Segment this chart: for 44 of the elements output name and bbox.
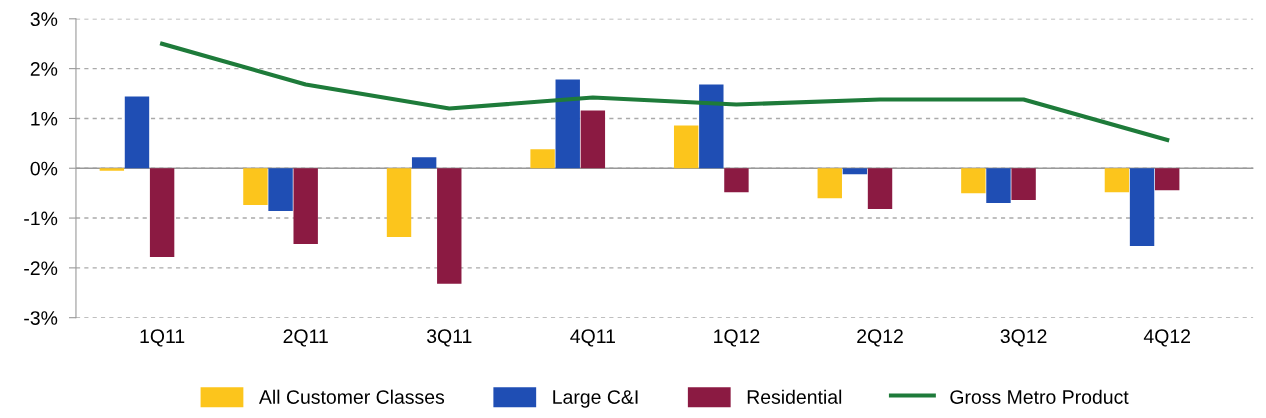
bar xyxy=(1011,168,1036,201)
bar xyxy=(986,168,1011,204)
bar xyxy=(411,157,437,169)
bar xyxy=(817,168,842,199)
legend-label: Residential xyxy=(747,389,842,404)
bar xyxy=(842,168,868,175)
bar xyxy=(530,149,555,169)
bar xyxy=(673,125,699,169)
bar xyxy=(149,168,175,257)
x-tick-label: 4Q12 xyxy=(1143,329,1190,347)
bar xyxy=(961,168,986,194)
bar xyxy=(293,168,318,244)
x-tick-label: 3Q11 xyxy=(426,329,472,347)
y-tick-label: -1% xyxy=(24,211,58,226)
y-tick-label: -2% xyxy=(24,261,58,276)
legend-label: Large C&I xyxy=(553,390,638,408)
bar xyxy=(268,168,293,212)
bar xyxy=(1104,168,1130,193)
bar xyxy=(867,168,893,210)
bar xyxy=(1154,168,1180,191)
line-series xyxy=(160,41,1170,142)
bar xyxy=(724,168,749,193)
x-tick-label: 1Q12 xyxy=(714,329,760,347)
bar xyxy=(580,110,606,169)
y-tick-label: 1% xyxy=(31,111,58,126)
bar xyxy=(1129,168,1155,246)
bar xyxy=(386,168,412,237)
x-tick-label: 1Q11 xyxy=(140,329,185,347)
bar xyxy=(99,168,125,171)
x-tick-label: 2Q11 xyxy=(283,329,328,347)
y-tick-label: 3% xyxy=(30,12,58,27)
legend-label: Gross Metro Product xyxy=(950,389,1129,404)
x-tick-label: 4Q11 xyxy=(570,329,615,347)
y-tick-label: 0% xyxy=(30,161,58,176)
x-tick-label: 2Q12 xyxy=(857,329,903,347)
bar xyxy=(437,168,462,284)
bar xyxy=(243,168,268,206)
y-tick-label: -3% xyxy=(24,311,58,325)
x-tick-label: 3Q12 xyxy=(1000,329,1047,347)
bar xyxy=(555,79,580,169)
bar xyxy=(124,96,150,169)
legend-label: All Customer Classes xyxy=(258,389,445,404)
y-tick-label: 2% xyxy=(30,62,58,76)
bar xyxy=(699,84,724,169)
